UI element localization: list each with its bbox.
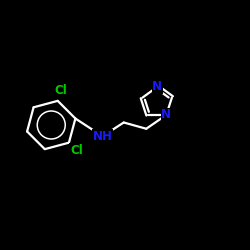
- Text: N: N: [161, 108, 171, 122]
- Text: Cl: Cl: [70, 144, 83, 156]
- Text: N: N: [152, 80, 162, 94]
- Text: NH: NH: [92, 130, 112, 143]
- Text: Cl: Cl: [54, 84, 67, 97]
